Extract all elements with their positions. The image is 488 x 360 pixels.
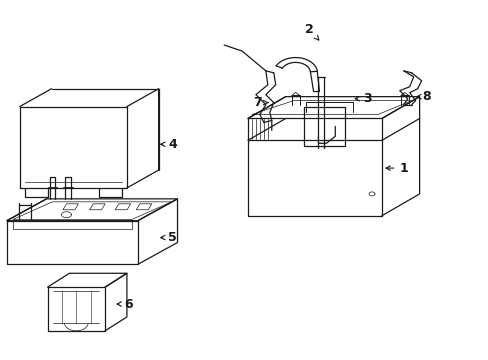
Text: 3: 3 bbox=[354, 92, 370, 105]
Text: 4: 4 bbox=[161, 138, 177, 151]
Text: 5: 5 bbox=[161, 231, 177, 244]
Text: 1: 1 bbox=[385, 162, 407, 175]
Text: 6: 6 bbox=[117, 297, 133, 311]
Text: 7: 7 bbox=[253, 96, 267, 109]
Text: 2: 2 bbox=[305, 23, 318, 40]
Text: 8: 8 bbox=[416, 90, 430, 103]
